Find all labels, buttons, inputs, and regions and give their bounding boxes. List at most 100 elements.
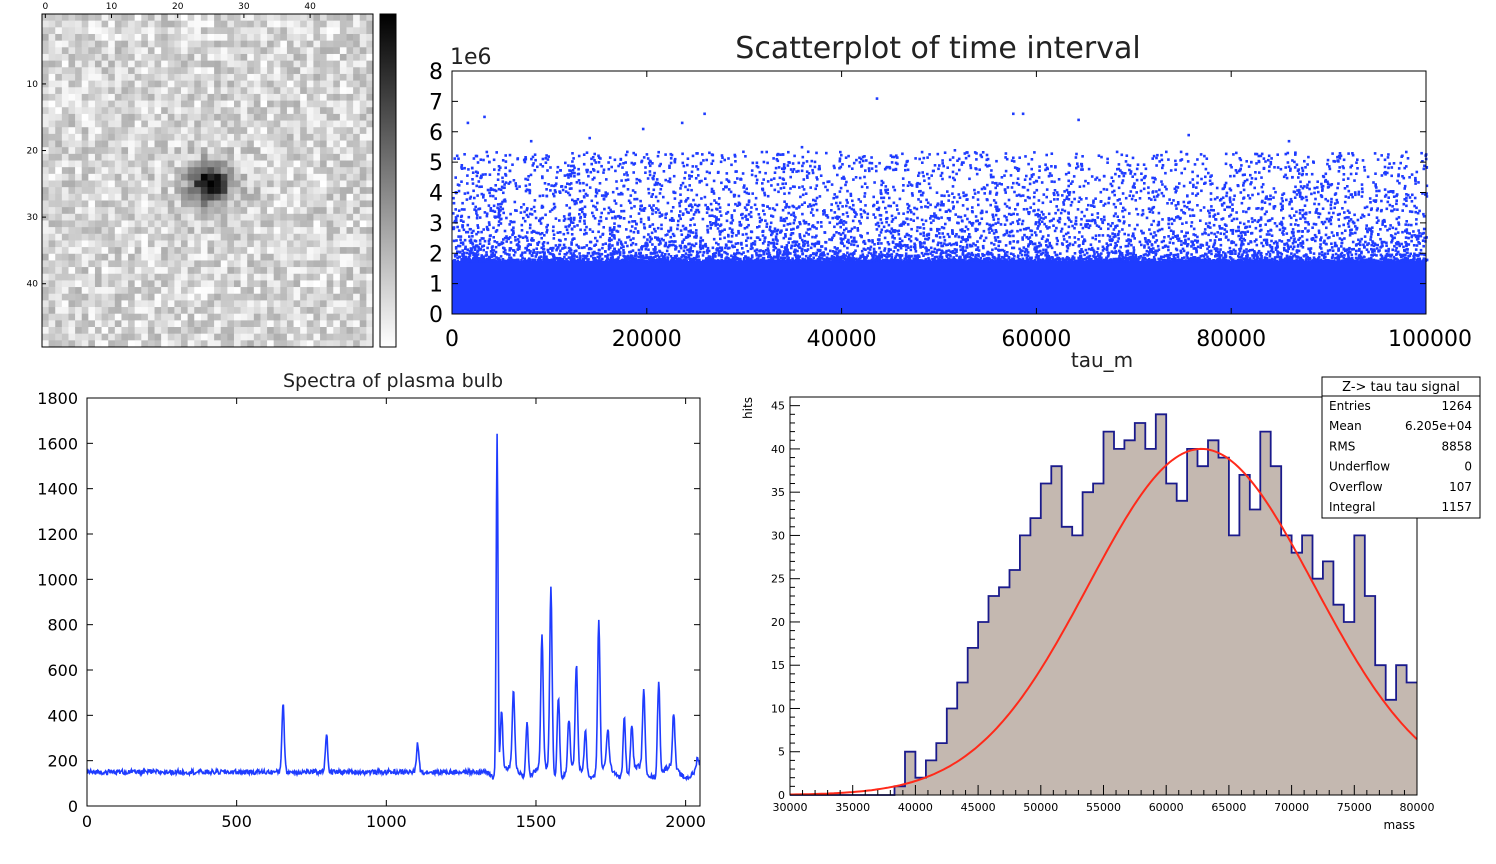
heatmap-cell — [81, 20, 89, 28]
heatmap-cell — [240, 80, 248, 88]
heatmap-cell — [253, 320, 261, 328]
heatmap-cell — [75, 127, 83, 135]
heatmap-cell — [353, 200, 361, 208]
scatter-point — [550, 184, 553, 187]
scatter-point — [930, 174, 933, 177]
heatmap-cell — [220, 340, 228, 348]
heatmap-cell — [353, 153, 361, 161]
heatmap-cell — [227, 267, 235, 275]
scatter-point — [946, 243, 950, 246]
heatmap-cell — [161, 14, 169, 21]
heatmap-cell — [306, 133, 314, 141]
heatmap-cell — [128, 267, 135, 275]
heatmap-cell — [333, 140, 341, 148]
scatter-point — [805, 231, 808, 235]
scatter-point — [1205, 157, 1209, 160]
heatmap-cell — [253, 333, 261, 341]
scatter-point — [658, 211, 661, 215]
scatter-point — [1131, 156, 1135, 160]
heatmap-cell — [167, 260, 175, 268]
scatter-point — [1402, 245, 1405, 249]
heatmap-cell — [300, 233, 308, 241]
heatmap-cell — [366, 80, 374, 88]
scatter-point — [952, 205, 955, 208]
scatter-point — [1224, 181, 1228, 185]
heatmap-cell — [320, 180, 327, 188]
heatmap-cell — [161, 100, 169, 108]
heatmap-cell — [194, 233, 202, 241]
heatmap-cell — [68, 260, 76, 268]
scatter-point — [1225, 194, 1228, 198]
scatter-point — [487, 259, 490, 263]
heatmap-cell — [320, 14, 327, 21]
heatmap-cell — [128, 33, 135, 41]
scatter-point — [1103, 218, 1106, 222]
heatmap-cell — [339, 240, 347, 248]
heatmap-cell — [187, 180, 195, 188]
scatter-point — [1216, 196, 1219, 199]
heatmap-cell — [200, 247, 208, 255]
heatmap-cell — [227, 27, 235, 35]
heatmap-cell — [108, 313, 116, 321]
heatmap-cell — [68, 247, 76, 255]
scatter-point — [1268, 254, 1272, 258]
heatmap-cell — [300, 247, 308, 255]
scatter-point — [800, 203, 804, 206]
heatmap-cell — [55, 120, 63, 128]
heatmap-cell — [167, 173, 175, 181]
scatter-point — [1033, 191, 1036, 194]
scatter-point — [1264, 160, 1267, 163]
heatmap-cell — [260, 200, 268, 208]
scatter-point — [677, 250, 681, 253]
heatmap-cell — [220, 40, 228, 48]
scatter-point — [1191, 208, 1194, 212]
scatter-point — [1040, 237, 1044, 240]
scatter-point — [1337, 218, 1340, 221]
heatmap-cell — [101, 307, 109, 314]
scatter-point — [952, 163, 955, 167]
heatmap-cell — [273, 27, 281, 35]
heatmap-cell — [174, 140, 182, 148]
heatmap-cell — [247, 160, 255, 168]
heatmap-cell — [366, 227, 374, 235]
heatmap-cell — [101, 287, 109, 295]
scatter-point — [1237, 234, 1240, 238]
scatter-point — [530, 207, 533, 211]
scatter-point — [1232, 217, 1236, 221]
heatmap-cell — [207, 100, 215, 108]
heatmap-cell — [207, 60, 215, 68]
heatmap-cell — [48, 187, 56, 195]
scatter-point — [1243, 179, 1247, 183]
heatmap-cell — [147, 107, 155, 115]
scatter-point — [1154, 240, 1157, 244]
scatter-point — [894, 168, 898, 171]
scatter-point — [1358, 240, 1362, 243]
heatmap-cell — [280, 207, 288, 215]
heatmap-cell — [293, 227, 301, 235]
heatmap-cell — [55, 73, 63, 81]
scatter-point — [1123, 232, 1126, 236]
heatmap-cell — [48, 327, 56, 334]
heatmap-cell — [88, 220, 96, 228]
heatmap-cell — [267, 280, 274, 288]
scatter-point — [1240, 236, 1243, 240]
scatter-point — [976, 257, 979, 261]
heatmap-cell — [339, 93, 347, 101]
scatter-point — [455, 253, 459, 256]
scatter-point — [511, 249, 515, 252]
heatmap-cell — [333, 93, 341, 101]
heatmap-cell — [300, 320, 308, 328]
heatmap-cell — [167, 267, 175, 275]
scatter-point — [530, 237, 534, 240]
heatmap-cell — [366, 153, 374, 161]
scatter-point — [1387, 190, 1390, 194]
heatmap-cell — [167, 247, 175, 255]
scatter-point — [1298, 209, 1302, 212]
heatmap-cell — [346, 187, 354, 195]
heatmap-cell — [207, 300, 215, 308]
scatter-point — [592, 214, 595, 218]
heatmap-cell — [61, 207, 69, 215]
heatmap-cell — [214, 47, 222, 55]
scatter-point — [1183, 167, 1187, 171]
